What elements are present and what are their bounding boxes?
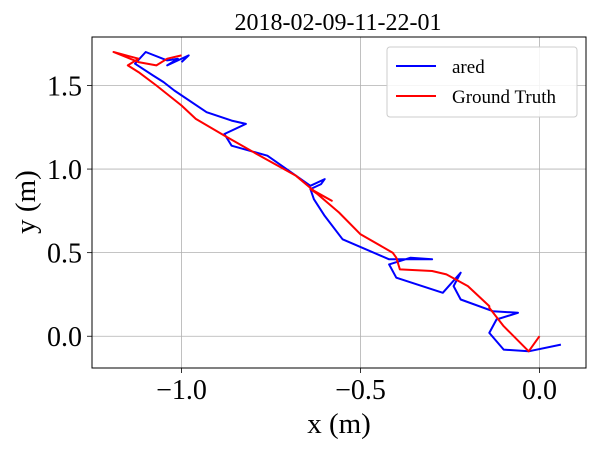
series-layer [112,51,562,353]
x-tick-label: −0.5 [335,375,386,406]
x-axis-title: x (m) [307,408,371,440]
y-tick-label: 1.0 [47,155,82,186]
axis-ticks: −1.0 −0.5 0.0 0.0 0.5 1.0 1.5 [47,71,557,406]
y-axis-title: y (m) [10,170,42,234]
plot-frame [91,36,587,369]
y-tick-label: 1.5 [47,71,82,102]
legend-box [386,46,578,118]
series-line-ground-truth [112,51,541,353]
chart-title: 2018-02-09-11-22-01 [234,10,441,36]
legend-label-ared: ared [452,57,485,78]
legend-label-ground-truth: Ground Truth [452,87,556,108]
x-tick-label: 0.0 [522,375,557,406]
y-tick-label: 0.5 [47,239,82,270]
legend: ared Ground Truth [386,46,578,118]
x-tick-label: −1.0 [156,375,207,406]
y-tick-label: 0.0 [47,322,82,353]
